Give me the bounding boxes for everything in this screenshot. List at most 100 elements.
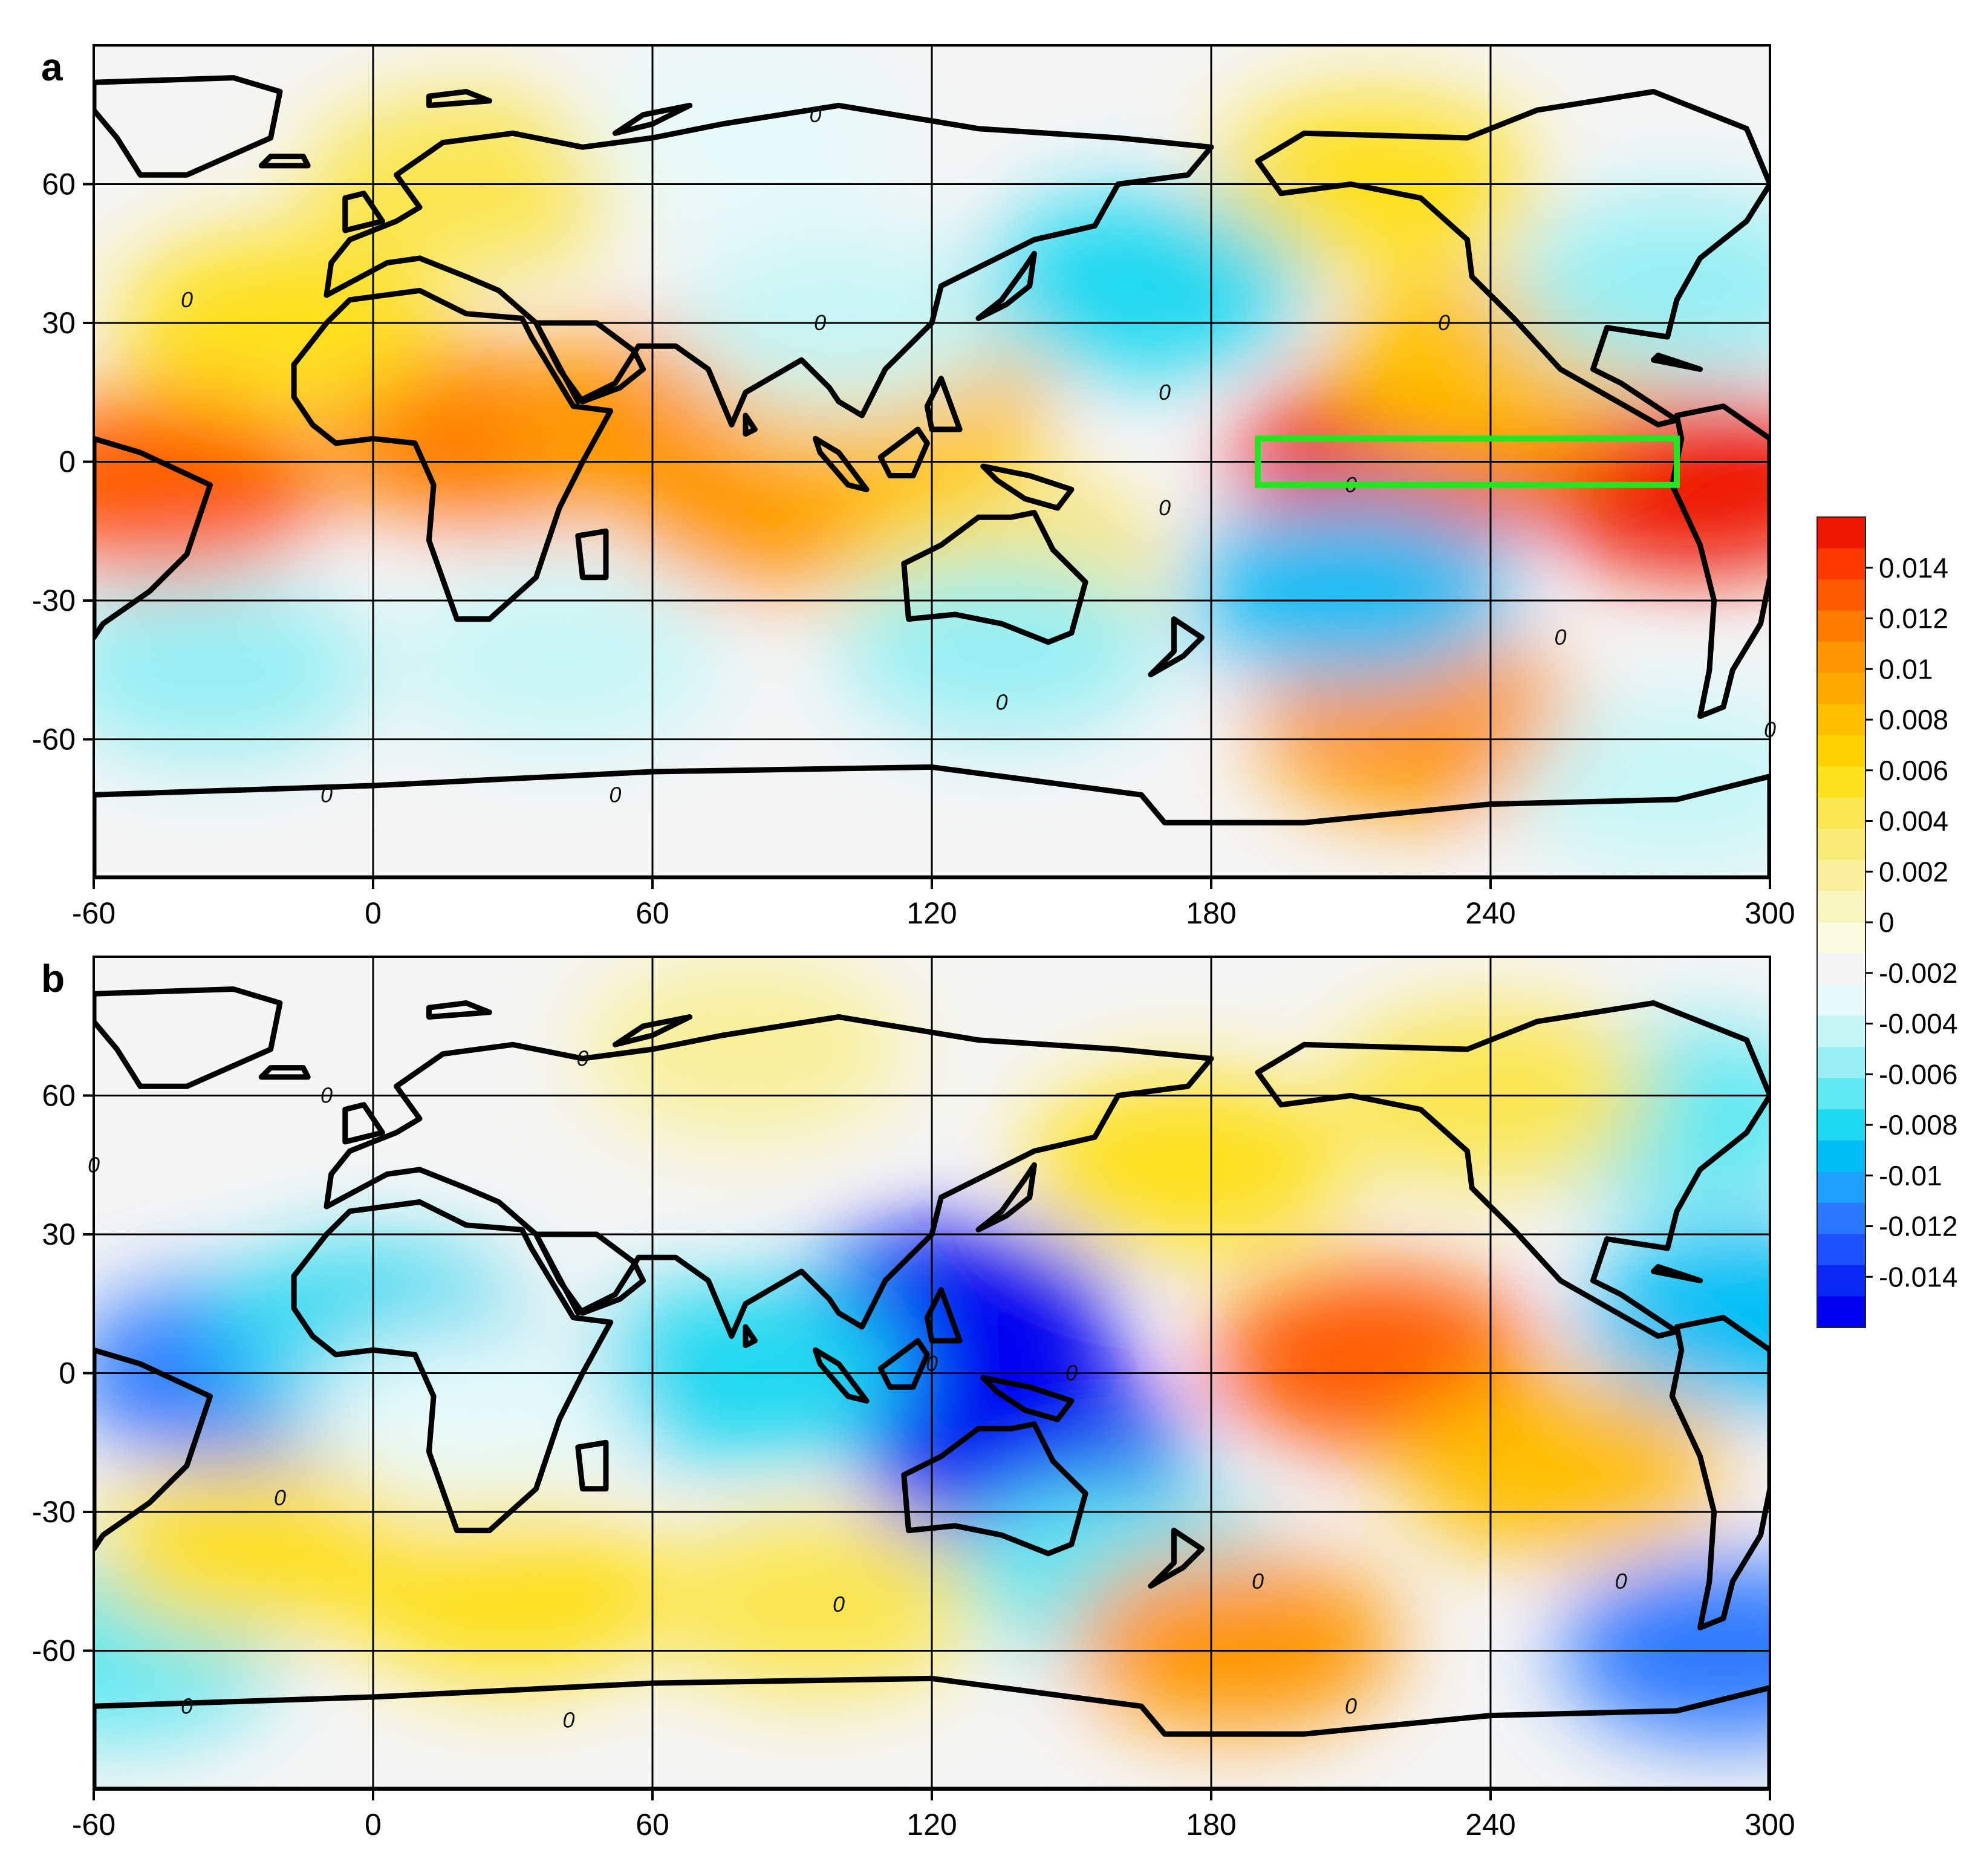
anomaly-blob-21: [1514, 695, 1770, 876]
colorbar-label: -0.004: [1879, 1008, 1957, 1040]
contour-label: 0: [181, 287, 193, 312]
colorbar-label: 0.004: [1879, 806, 1948, 837]
coastline-arabia: [533, 320, 646, 405]
colorbar-swatch: [1817, 1296, 1865, 1328]
contour-label: 0: [833, 1592, 845, 1617]
colorbar-label: 0.01: [1879, 653, 1933, 685]
x-tick-label: -60: [72, 896, 115, 930]
x-tick-label: 300: [1745, 1808, 1795, 1842]
coastline-new-zealand: [1148, 1528, 1205, 1589]
contour-label: 0: [181, 1693, 193, 1718]
anomaly-blob-13: [94, 579, 374, 761]
coastline-australia: [901, 510, 1088, 645]
colorbar-swatch: [1817, 517, 1865, 549]
gridlines: [94, 45, 1770, 878]
coastline-new-zealand: [1148, 616, 1205, 677]
contour-label: 0: [609, 782, 621, 807]
colorbar-swatch: [1817, 953, 1865, 985]
anomaly-blob-19: [582, 959, 909, 1140]
colorbar-swatch: [1817, 891, 1865, 923]
anomaly-blob-14: [396, 570, 723, 752]
colorbar-swatch: [1817, 1171, 1865, 1203]
colorbar-swatch: [1817, 766, 1865, 798]
anomaly-blob-13: [1071, 1551, 1398, 1733]
y-tick-label: -30: [32, 1495, 76, 1529]
colorbar-label: -0.01: [1879, 1160, 1942, 1191]
colorbar-swatch: [1817, 1015, 1865, 1047]
gridlines: [94, 957, 1770, 1790]
coastline-uk: [342, 1102, 385, 1145]
coastline-novaya-zemlya: [612, 1014, 693, 1047]
coastline-south-america: [1669, 403, 1770, 719]
colorbar-swatch: [1817, 1202, 1865, 1234]
coastline-philippines: [924, 1287, 963, 1344]
coastline-philippines: [924, 376, 963, 432]
colorbar-label: 0.002: [1879, 856, 1948, 887]
coastline-japan: [975, 1162, 1037, 1233]
anomaly-blob-16: [350, 1504, 676, 1686]
coastline-australia: [901, 1421, 1088, 1557]
contour-label: 0: [1615, 1569, 1627, 1594]
coastline-cuba: [1651, 1264, 1703, 1283]
contour-label: 0: [1554, 625, 1566, 650]
anomaly-blob-0: [94, 394, 327, 576]
x-tick-label: 300: [1745, 896, 1795, 930]
colorbar-label: 0.008: [1879, 704, 1948, 735]
colorbar-swatch: [1817, 548, 1865, 580]
coastline-new-guinea: [980, 1375, 1075, 1422]
y-tick-label: 60: [42, 168, 76, 201]
map-panel-b: 000000000000-6006012018024030060300-30-6…: [32, 956, 1795, 1842]
colorbar-swatch: [1817, 1140, 1865, 1172]
colorbar-swatch: [1817, 610, 1865, 642]
panel-label: b: [41, 957, 65, 1000]
coastline-borneo: [877, 426, 930, 478]
contour-label: 0: [576, 1046, 588, 1070]
contour-label: 0: [995, 689, 1007, 714]
colorbar-swatch: [1817, 1109, 1865, 1141]
colorbar-swatch: [1817, 797, 1865, 829]
x-tick-label: 60: [636, 1808, 669, 1842]
anomaly-blob-20: [582, 47, 909, 229]
colorbar-label: 0: [1879, 907, 1895, 938]
x-tick-label: 120: [906, 1808, 957, 1842]
colorbar-swatch: [1817, 922, 1865, 954]
coastline-greenland: [94, 986, 283, 1089]
coastline-sri-lanka: [743, 1324, 758, 1349]
colorbar-label: 0.014: [1879, 552, 1948, 584]
colorbar-label: -0.006: [1879, 1058, 1957, 1090]
coastline-africa: [291, 1199, 614, 1534]
panel-label: a: [41, 45, 63, 89]
anomaly-blob-19: [1514, 195, 1770, 377]
coastline-south-america-east: [94, 435, 213, 640]
colorbar-swatch: [1817, 579, 1865, 611]
anomaly-blob-15: [94, 1458, 420, 1640]
colorbar-swatch: [1817, 1078, 1865, 1110]
coastline-eurasia: [324, 1014, 1214, 1339]
colorbar-swatch: [1817, 985, 1865, 1017]
x-tick-label: 180: [1186, 1808, 1236, 1842]
x-tick-label: 240: [1465, 1808, 1515, 1842]
coastline-sri-lanka: [743, 412, 758, 437]
x-tick-label: 180: [1186, 896, 1236, 930]
x-tick-label: 60: [636, 896, 669, 930]
coastline-north-america: [1255, 89, 1770, 428]
colorbar-swatch: [1817, 1047, 1865, 1079]
coastline-south-america-east: [94, 1347, 213, 1552]
colorbar: 0.014 0.012 0.01 0.008 0.006 0.004 0.002 0 -0.00…: [1816, 516, 1957, 1328]
coastline-north-america: [1255, 1000, 1770, 1339]
coastline-iceland: [258, 154, 311, 169]
coastline-madagascar: [575, 528, 609, 581]
contour-label: 0: [1252, 1569, 1264, 1594]
x-tick-label: 0: [365, 1808, 382, 1842]
contour-label: 0: [562, 1707, 574, 1732]
coastline-japan: [975, 250, 1037, 321]
contour-label: 0: [1159, 380, 1171, 405]
colorbar-label: -0.012: [1879, 1211, 1957, 1242]
coastline-arabia: [533, 1231, 646, 1316]
colorbar-swatch: [1817, 704, 1865, 736]
coastline-sumatra: [813, 1347, 870, 1404]
coastline-svalbard: [426, 89, 492, 108]
colorbar-swatch: [1817, 1265, 1865, 1297]
